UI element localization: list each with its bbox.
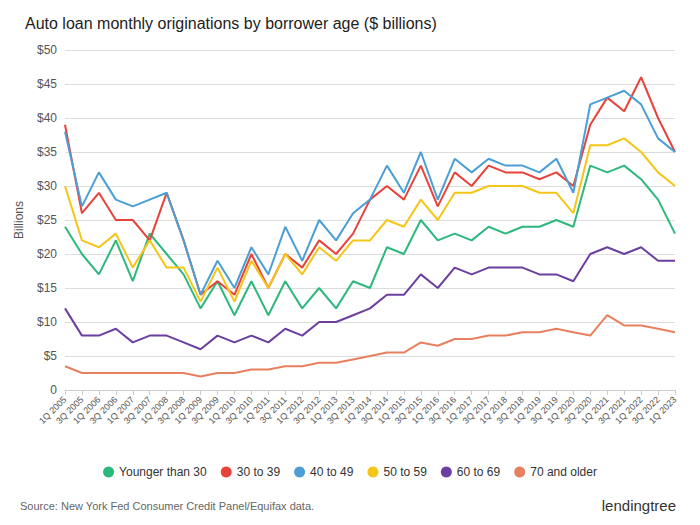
svg-text:3Q 2017: 3Q 2017	[460, 394, 493, 426]
svg-text:1Q 2022: 1Q 2022	[613, 394, 645, 426]
svg-text:Auto loan monthly originations: Auto loan monthly originations by borrow…	[25, 15, 437, 32]
svg-text:1Q 2008: 1Q 2008	[138, 394, 171, 426]
svg-text:1Q 2017: 1Q 2017	[443, 394, 476, 426]
svg-text:$10: $10	[37, 315, 57, 329]
svg-text:$30: $30	[37, 179, 57, 193]
svg-text:50 to 59: 50 to 59	[383, 465, 427, 479]
svg-text:3Q 2018: 3Q 2018	[494, 394, 526, 426]
svg-text:$45: $45	[37, 77, 57, 91]
svg-text:1Q 2015: 1Q 2015	[376, 394, 408, 426]
svg-text:3Q 2015: 3Q 2015	[392, 394, 425, 426]
svg-text:3Q 2009: 3Q 2009	[189, 394, 221, 426]
svg-text:1Q 2020: 1Q 2020	[545, 394, 577, 426]
svg-text:3Q 2020: 3Q 2020	[562, 394, 594, 426]
svg-text:1Q 2019: 1Q 2019	[511, 394, 543, 426]
svg-text:1Q 2016: 1Q 2016	[409, 394, 442, 426]
svg-text:30 to 39: 30 to 39	[237, 465, 281, 479]
svg-text:3Q 2011: 3Q 2011	[257, 394, 289, 426]
svg-text:Younger than 30: Younger than 30	[119, 465, 207, 479]
svg-text:3Q 2013: 3Q 2013	[325, 394, 357, 426]
svg-text:3Q 2006: 3Q 2006	[87, 394, 120, 426]
svg-text:1Q 2023: 1Q 2023	[647, 394, 678, 425]
svg-text:1Q 2021: 1Q 2021	[579, 394, 611, 426]
svg-text:3Q 2014: 3Q 2014	[359, 394, 391, 426]
svg-text:$25: $25	[37, 213, 57, 227]
svg-text:1Q 2011: 1Q 2011	[240, 394, 272, 426]
svg-text:lendingtree: lendingtree	[602, 497, 676, 514]
svg-text:1Q 2013: 1Q 2013	[308, 394, 340, 426]
svg-text:$5: $5	[44, 349, 58, 363]
svg-text:3Q 2021: 3Q 2021	[596, 394, 628, 426]
svg-text:1Q 2009: 1Q 2009	[172, 394, 205, 426]
svg-text:40 to 49: 40 to 49	[310, 465, 354, 479]
svg-text:3Q 2010: 3Q 2010	[223, 394, 255, 426]
svg-text:3Q 2016: 3Q 2016	[426, 394, 459, 426]
svg-text:3Q 2008: 3Q 2008	[155, 394, 188, 426]
svg-text:60 to 69: 60 to 69	[457, 465, 501, 479]
svg-text:1Q 2006: 1Q 2006	[71, 394, 103, 426]
svg-text:$35: $35	[37, 145, 57, 159]
svg-text:Source: New York Fed Consumer: Source: New York Fed Consumer Credit Pan…	[20, 500, 314, 512]
svg-text:1Q 2007: 1Q 2007	[104, 394, 137, 426]
svg-text:$50: $50	[37, 43, 57, 57]
svg-text:1Q 2018: 1Q 2018	[477, 394, 510, 426]
svg-text:3Q 2005: 3Q 2005	[54, 394, 86, 426]
svg-text:Billions: Billions	[12, 201, 26, 239]
svg-text:1Q 2005: 1Q 2005	[37, 394, 69, 426]
svg-text:1Q 2014: 1Q 2014	[342, 394, 374, 426]
svg-text:3Q 2022: 3Q 2022	[630, 394, 662, 426]
svg-text:3Q 2012: 3Q 2012	[291, 394, 323, 426]
svg-text:3Q 2007: 3Q 2007	[121, 394, 154, 426]
svg-text:$40: $40	[37, 111, 57, 125]
svg-text:$15: $15	[37, 281, 57, 295]
svg-text:1Q 2010: 1Q 2010	[206, 394, 238, 426]
svg-text:3Q 2019: 3Q 2019	[528, 394, 560, 426]
svg-text:70 and older: 70 and older	[530, 465, 597, 479]
svg-text:$20: $20	[37, 247, 57, 261]
svg-text:0: 0	[50, 383, 57, 397]
svg-text:1Q 2012: 1Q 2012	[274, 394, 306, 426]
